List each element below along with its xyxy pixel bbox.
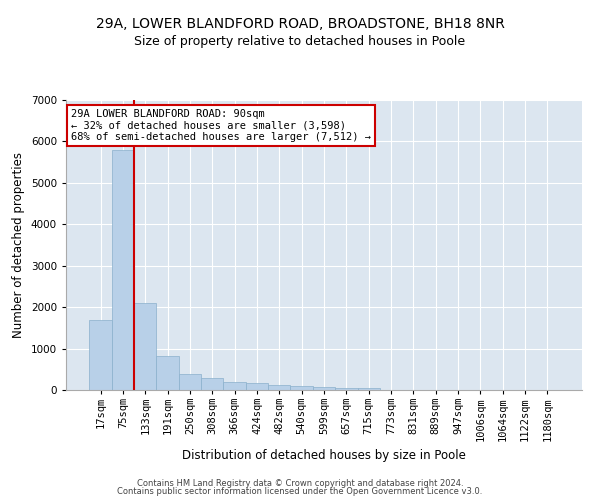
Bar	[313, 386, 335, 390]
Bar	[246, 383, 268, 390]
Bar	[157, 356, 179, 390]
Text: Contains public sector information licensed under the Open Government Licence v3: Contains public sector information licen…	[118, 487, 482, 496]
Text: Size of property relative to detached houses in Poole: Size of property relative to detached ho…	[134, 35, 466, 48]
Bar	[179, 374, 201, 390]
Bar	[223, 382, 246, 390]
Bar	[134, 303, 157, 390]
Text: 29A LOWER BLANDFORD ROAD: 90sqm
← 32% of detached houses are smaller (3,598)
68%: 29A LOWER BLANDFORD ROAD: 90sqm ← 32% of…	[71, 108, 371, 142]
Y-axis label: Number of detached properties: Number of detached properties	[12, 152, 25, 338]
Bar	[358, 388, 380, 390]
Bar	[268, 385, 290, 390]
Text: 29A, LOWER BLANDFORD ROAD, BROADSTONE, BH18 8NR: 29A, LOWER BLANDFORD ROAD, BROADSTONE, B…	[95, 18, 505, 32]
Bar	[112, 150, 134, 390]
Text: Contains HM Land Registry data © Crown copyright and database right 2024.: Contains HM Land Registry data © Crown c…	[137, 478, 463, 488]
Bar	[290, 386, 313, 390]
Bar	[201, 378, 223, 390]
Bar	[335, 388, 358, 390]
Bar	[89, 320, 112, 390]
X-axis label: Distribution of detached houses by size in Poole: Distribution of detached houses by size …	[182, 449, 466, 462]
